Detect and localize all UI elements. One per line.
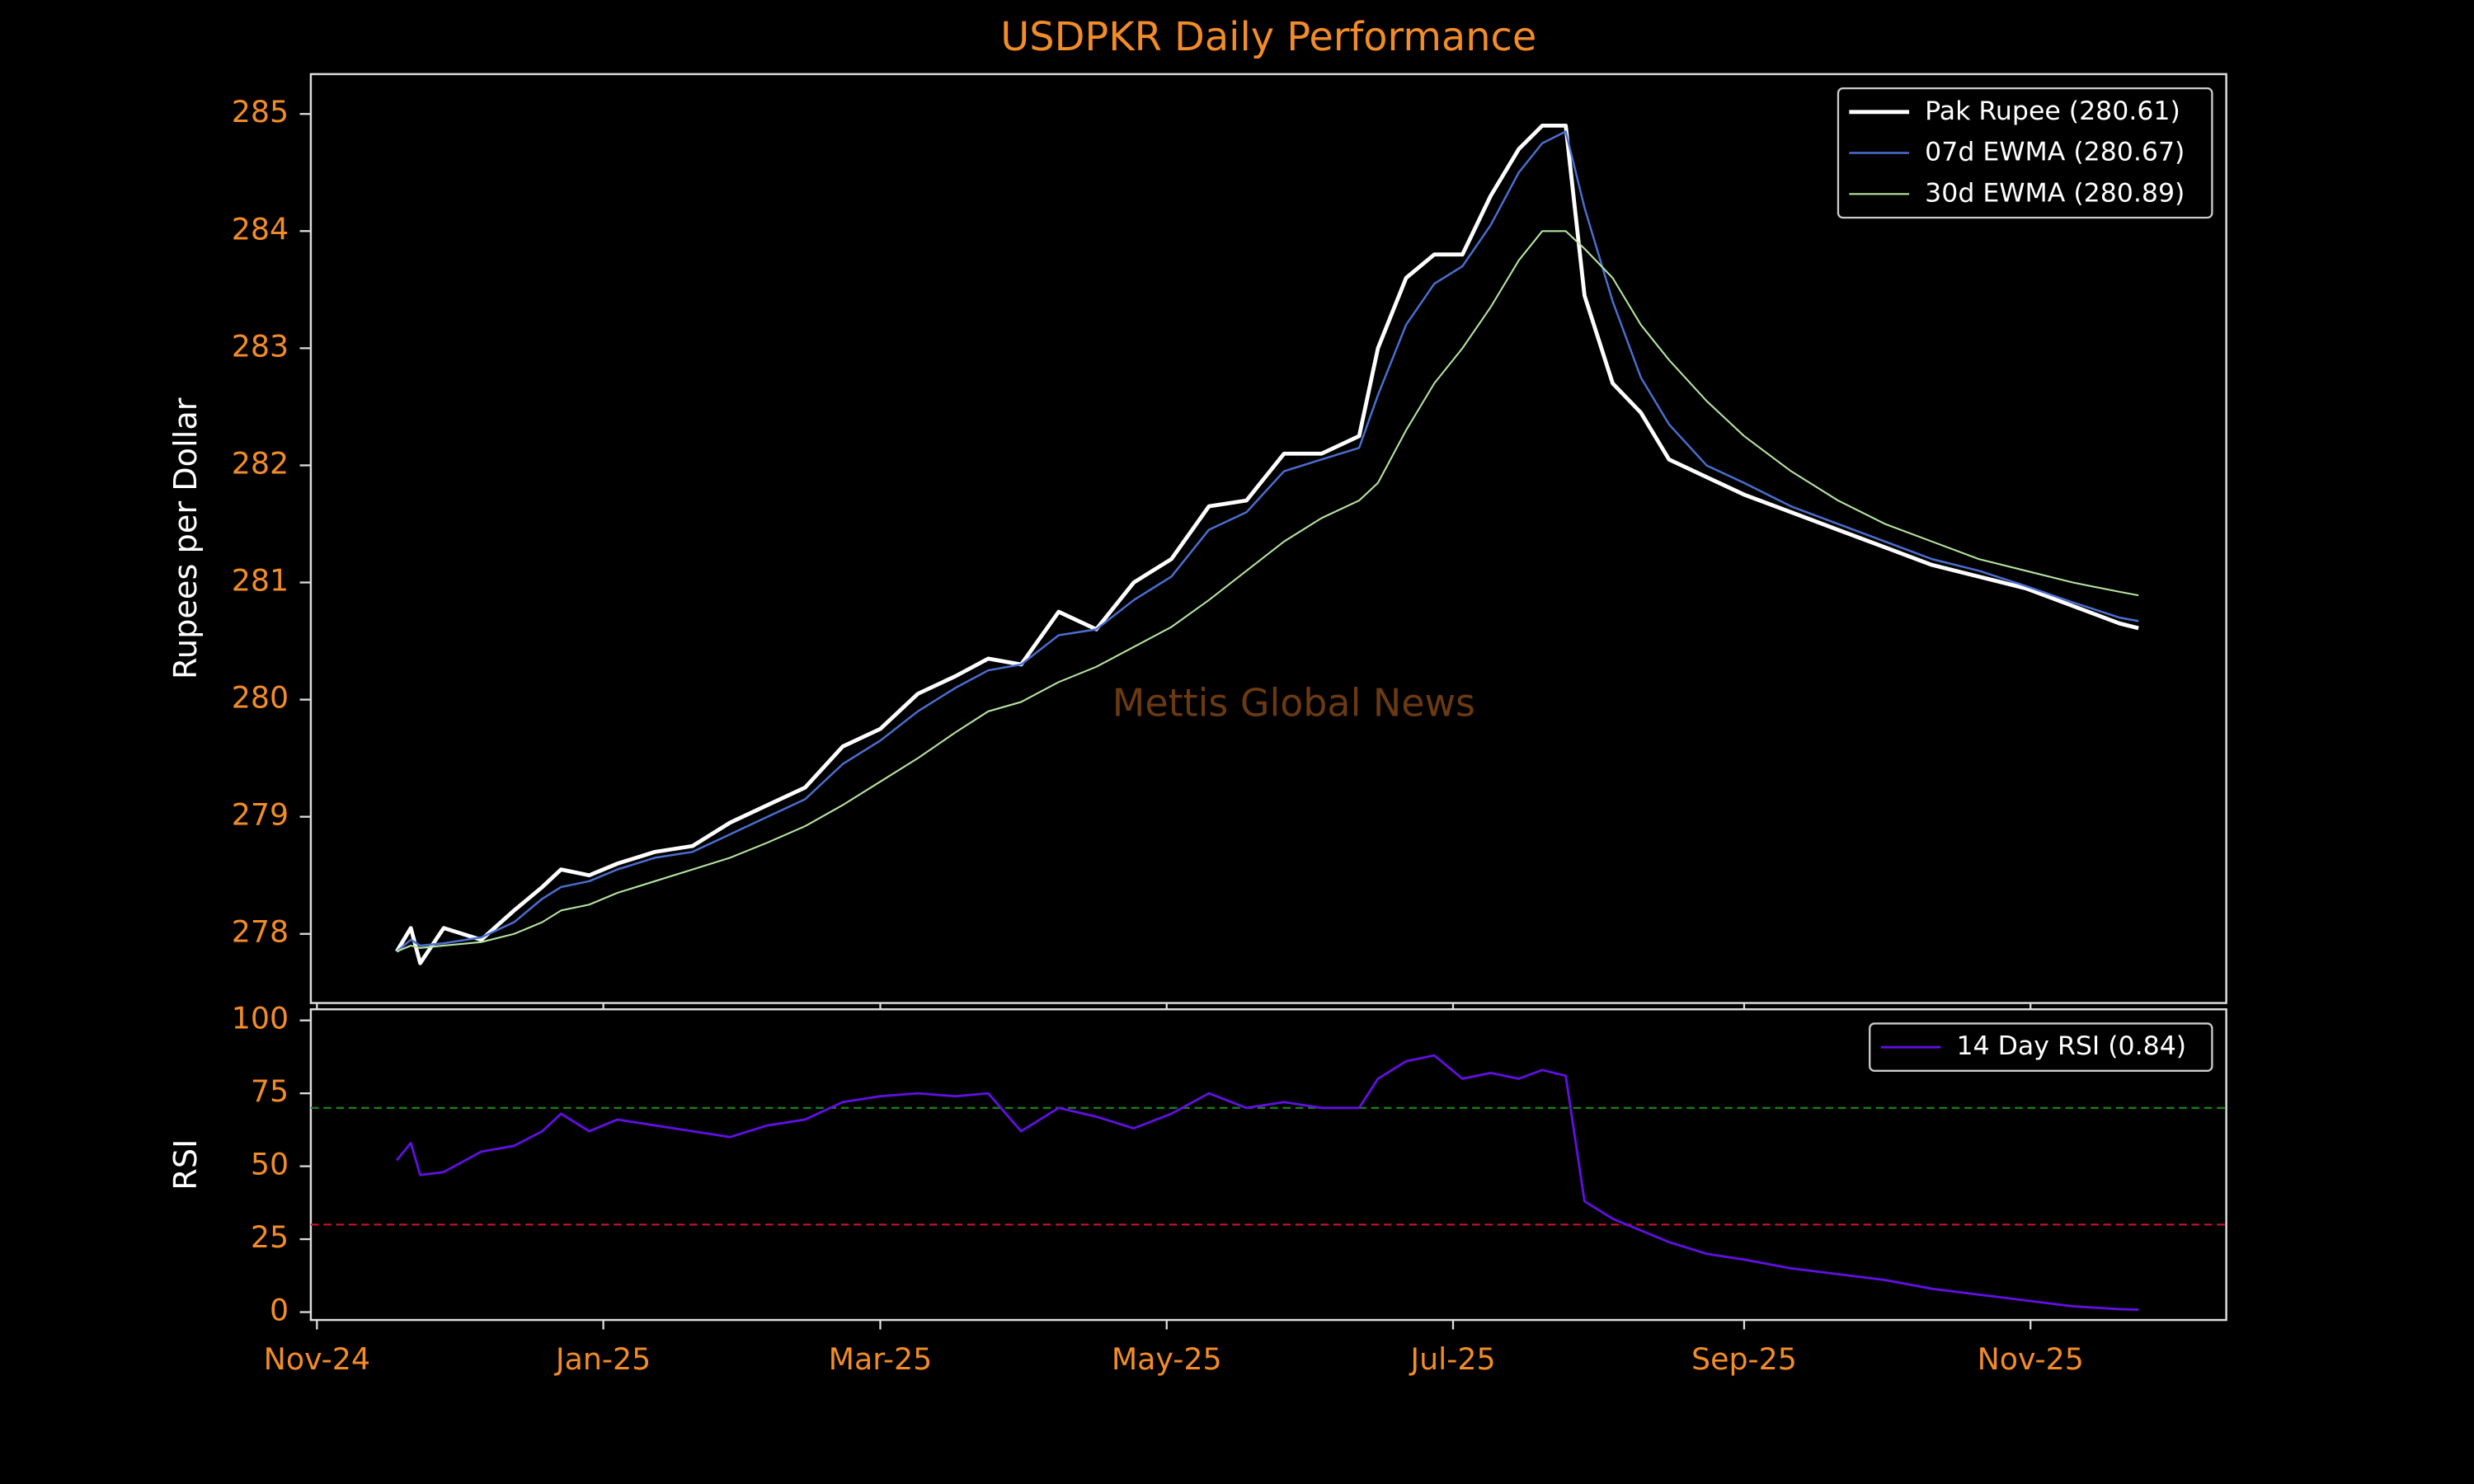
y-tick-label: 285 [232,94,289,129]
y-tick-label: 100 [232,1001,289,1036]
watermark: Mettis Global News [1112,681,1475,726]
x-tick-label: Nov-24 [264,1341,370,1377]
y-tick-label: 282 [232,445,289,481]
series-line [395,124,2139,965]
y-tick-label: 0 [270,1293,289,1328]
legend-label: 07d EWMA (280.67) [1925,138,2185,167]
x-tick-label: Jan-25 [554,1341,651,1377]
y-axis-label: Rupees per Dollar [167,397,205,679]
x-tick-label: May-25 [1112,1341,1222,1377]
legend-label: 14 Day RSI (0.84) [1956,1031,2186,1061]
y-tick-label: 75 [251,1073,289,1109]
plot-area [309,73,2227,1004]
chart-title: USDPKR Daily Performance [1000,15,1536,60]
y-tick-label: 280 [232,680,289,716]
y-tick-label: 281 [232,563,289,599]
series-line [395,1054,2139,1311]
y-axis-label: RSI [167,1139,205,1190]
y-tick-label: 283 [232,328,289,364]
y-tick-label: 278 [232,914,289,950]
x-tick-label: Jul-25 [1409,1341,1495,1377]
series-line [396,130,2139,953]
y-tick-label: 25 [251,1219,289,1255]
y-tick-label: 284 [232,211,289,247]
legend-box [1837,87,2213,219]
legend-label: Pak Rupee (280.61) [1925,96,2180,126]
series-line [396,230,2139,953]
y-tick-label: 279 [232,797,289,833]
legend-label: 30d EWMA (280.89) [1925,178,2185,208]
x-tick-label: Sep-25 [1691,1341,1797,1377]
legend-box [1869,1022,2213,1072]
y-tick-label: 50 [251,1147,289,1182]
x-tick-label: Mar-25 [829,1341,933,1377]
x-tick-label: Nov-25 [1978,1341,2084,1377]
